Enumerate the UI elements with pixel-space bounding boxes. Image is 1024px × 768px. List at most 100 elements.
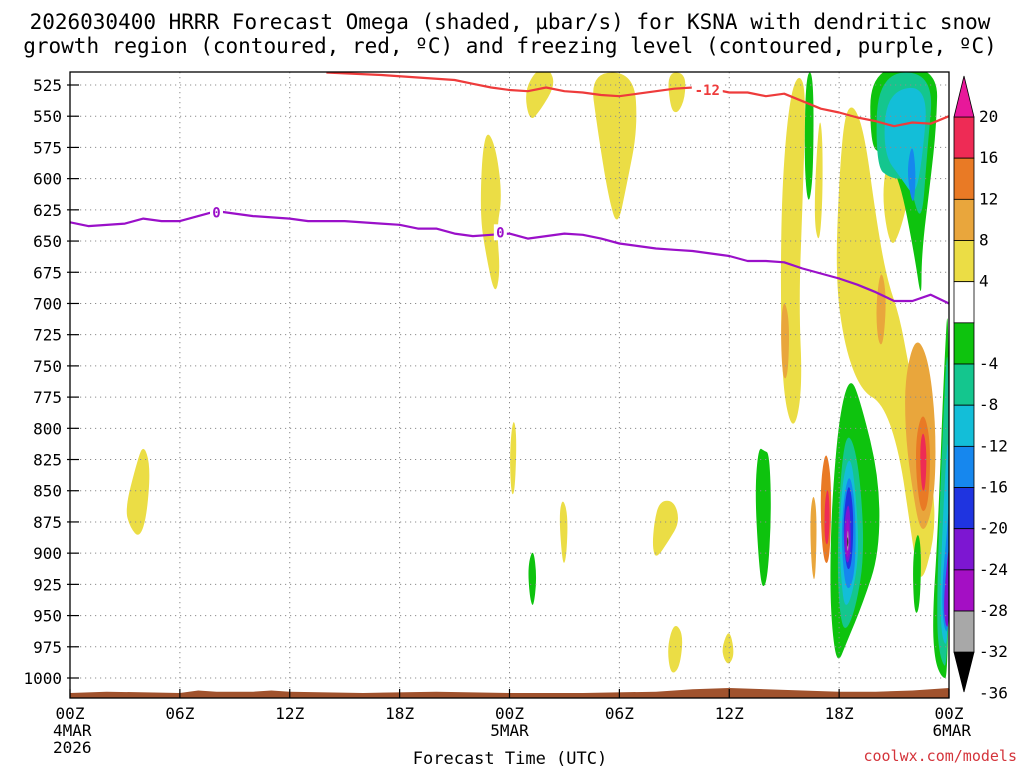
contour-label-bg-1: [493, 224, 507, 241]
omega-region-8-to-12: [876, 274, 886, 345]
colorbar-bin-5: [953, 322, 975, 365]
omega-region--16-to--12: [884, 87, 926, 192]
colorbar-bin-0: [953, 116, 975, 159]
credit-text: coolwx.com/models: [863, 747, 1017, 765]
colorbar-bin-1: [953, 157, 975, 200]
omega-region--20-to--16: [907, 148, 916, 202]
y-tick-label-575: 575: [33, 138, 62, 157]
colorbar-label-1: 16: [979, 148, 998, 167]
colorbar-label-0: 20: [979, 107, 998, 126]
omega-region-4-to-8: [593, 72, 637, 220]
y-tick-label-900: 900: [33, 544, 62, 563]
colorbar-bin-9: [953, 487, 975, 530]
omega-region-4-to-8: [668, 72, 686, 113]
y-tick-label-725: 725: [33, 326, 62, 345]
colorbar-bin-4: [953, 281, 975, 324]
x-tick-label-42: 18Z: [825, 704, 854, 723]
x-tick-label-0: 00Z: [56, 704, 85, 723]
x-tick-date-0: 4MAR: [53, 721, 92, 740]
y-tick-label-675: 675: [33, 263, 62, 282]
y-tick-label-950: 950: [33, 607, 62, 626]
colorbar-bin-3: [953, 240, 975, 283]
colorbar-label-6: -8: [979, 395, 998, 414]
omega-region-below--36: [847, 537, 849, 547]
contour-lines: 0 0 -12: [70, 72, 949, 305]
colorbar-label-11: -28: [979, 601, 1008, 620]
contour-label-1: 0: [496, 225, 504, 241]
x-tick-label-12: 12Z: [275, 704, 304, 723]
colorbar-lower-triangle: [953, 651, 975, 693]
omega-region-4-to-8: [510, 422, 517, 495]
omega-region-4-to-8: [559, 501, 568, 563]
y-tick-label-875: 875: [33, 513, 62, 532]
x-tick-label-48: 00Z: [935, 704, 964, 723]
omega-region-16-to-20: [920, 433, 927, 491]
omega-region--8-to--4: [528, 552, 537, 605]
omega-region-4-to-8: [722, 633, 734, 664]
x-tick-date-48: 6MAR: [932, 721, 971, 740]
omega-region-4-to-8: [480, 134, 501, 290]
y-tick-label-600: 600: [33, 170, 62, 189]
omega-colorbar: 20 16 12 8 4 -4 -8 -12 -16 -20 -24 -28 -32 -36: [953, 75, 1008, 702]
dendritic-snow-growth-region-contour: [326, 72, 949, 128]
x-tick-label-30: 06Z: [605, 704, 634, 723]
x-axis-label: Forecast Time (UTC): [413, 749, 607, 768]
x-tick-date-24: 5MAR: [490, 721, 529, 740]
y-tick-label-700: 700: [33, 294, 62, 313]
colorbar-label-7: -12: [979, 436, 1008, 455]
y-tick-label-1000: 1000: [23, 669, 62, 688]
y-tick-label-625: 625: [33, 201, 62, 220]
colorbar-bin-2: [953, 198, 975, 241]
x-tick-label-24: 00Z: [495, 704, 524, 723]
y-tick-label-800: 800: [33, 419, 62, 438]
colorbar-bin-11: [953, 569, 975, 612]
chart-title-line-1: 2026030400 HRRR Forecast Omega (shaded, …: [30, 10, 991, 34]
chart-title-line-2: growth region (contoured, red, ºC) and f…: [23, 34, 997, 58]
colorbar-label-13: -36: [979, 683, 1008, 702]
omega-region-4-to-8: [668, 625, 683, 673]
colorbar-label-5: -4: [979, 354, 998, 373]
contour-label-bg-0: [210, 204, 223, 221]
colorbar-bin-12: [953, 610, 975, 653]
colorbar-label-4: 4: [979, 272, 989, 291]
omega-region--8-to--4: [755, 448, 771, 587]
x-tick-year-0: 2026: [53, 738, 92, 757]
colorbar-bin-10: [953, 528, 975, 571]
x-tick-label-18: 18Z: [385, 704, 414, 723]
y-tick-label-975: 975: [33, 638, 62, 657]
contour-label-2: -12: [695, 83, 720, 99]
omega-region-4-to-8: [652, 500, 678, 556]
colorbar-upper-triangle: [953, 75, 975, 118]
colorbar-bin-8: [953, 445, 975, 488]
contour-label-0: 0: [212, 205, 220, 221]
omega-region-8-to-12: [810, 496, 817, 580]
colorbar-label-9: -20: [979, 519, 1008, 538]
colorbar-bin-7: [953, 404, 975, 447]
y-tick-label-550: 550: [33, 107, 62, 126]
colorbar-bin-6: [953, 363, 975, 406]
colorbar-label-3: 8: [979, 231, 989, 250]
y-tick-label-750: 750: [33, 357, 62, 376]
colorbar-label-12: -32: [979, 642, 1008, 661]
x-tick-label-6: 06Z: [165, 704, 194, 723]
colorbar-label-2: 12: [979, 189, 998, 208]
y-tick-label-825: 825: [33, 451, 62, 470]
y-tick-label-925: 925: [33, 575, 62, 594]
x-tick-label-36: 12Z: [715, 704, 744, 723]
omega-region-4-to-8: [526, 72, 554, 118]
omega-region--8-to--4: [913, 535, 921, 613]
y-tick-label-850: 850: [33, 482, 62, 501]
omega-region--28-to--24: [944, 552, 949, 627]
colorbar-label-8: -16: [979, 478, 1008, 497]
y-axis-pressure-ticks: 525 550 575 600 625 650 675 700 725 750 775 800 825 8…: [23, 76, 79, 688]
y-tick-label-525: 525: [33, 76, 62, 95]
y-tick-label-650: 650: [33, 232, 62, 251]
contour-label-bg-2: [691, 81, 723, 98]
omega-region-16-to-20: [824, 490, 830, 545]
omega-region-8-to-12: [781, 303, 790, 379]
y-tick-label-775: 775: [33, 388, 62, 407]
omega-shaded-regions: [126, 72, 949, 678]
colorbar-label-10: -24: [979, 560, 1008, 579]
